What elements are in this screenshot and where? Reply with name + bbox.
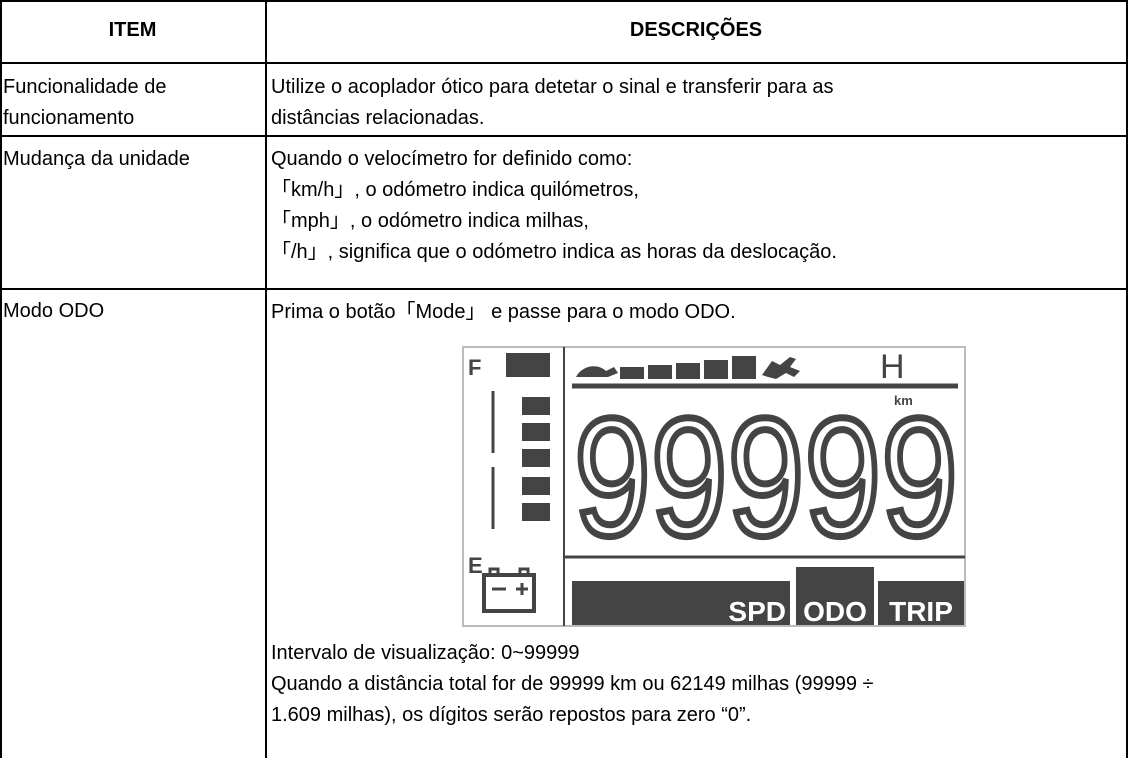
mode-label: TRIP (889, 596, 953, 627)
fuel-bar (522, 503, 550, 521)
unit-label: km (894, 393, 913, 408)
cell-line: Quando a distância total for de 99999 km… (271, 673, 874, 695)
hours-indicator: H (880, 348, 905, 386)
border (1126, 0, 1128, 758)
border (0, 0, 2, 758)
header-cell: ITEM (108, 19, 157, 41)
battery-icon (482, 573, 536, 613)
speed-bar (620, 367, 644, 379)
turtle-icon (576, 366, 618, 377)
cell-line: 「mph」, o odómetro indica milhas, (271, 210, 589, 232)
cell-line: distâncias relacionadas. (271, 107, 485, 129)
cell-line: funcionamento (3, 107, 135, 129)
fuel-bar (522, 397, 550, 415)
fuel-bar (522, 423, 550, 441)
cell-line: Mudança da unidade (3, 148, 190, 170)
cell-line: Quando o velocímetro for definido como: (271, 148, 633, 170)
border (0, 0, 1128, 2)
border (265, 0, 267, 758)
border (0, 62, 1128, 64)
border (0, 135, 1128, 137)
mode-label: ODO (803, 596, 867, 627)
mode-block (796, 567, 874, 625)
border (0, 288, 1128, 290)
battery-icon (488, 567, 530, 595)
odometer-digits: 99999 (574, 383, 958, 571)
speed-bar (732, 356, 756, 379)
cell-line: Modo ODO (3, 300, 105, 322)
cell-line: 「/h」, significa que o odómetro indica as… (271, 241, 837, 263)
lcd-display: F E H km 99999 SPD ODO TRIP (462, 346, 966, 627)
speed-bar (704, 360, 728, 379)
cell-line: Intervalo de visualização: 0~99999 (271, 642, 580, 664)
cell-line: Funcionalidade de (3, 76, 167, 98)
fuel-bar (522, 477, 550, 495)
speed-bar (648, 365, 672, 379)
rabbit-icon (762, 357, 800, 379)
fuel-empty: E (468, 553, 483, 578)
fuel-bar (506, 353, 550, 377)
header-cell: DESCRIÇÕES (629, 19, 763, 41)
mode-label: SPD (728, 596, 786, 627)
cell-line: 1.609 milhas), os dígitos serão repostos… (271, 704, 752, 726)
mode-block (878, 581, 964, 625)
cell-line: Utilize o acoplador ótico para detetar o… (271, 76, 834, 98)
mode-block (572, 581, 790, 625)
fuel-bar (522, 449, 550, 467)
cell-line: Prima o botão「Mode」 e passe para o modo … (271, 301, 736, 323)
fuel-full: F (468, 355, 481, 380)
cell-line: 「km/h」, o odómetro indica quilómetros, (271, 179, 639, 201)
speed-bar (676, 363, 700, 379)
display-frame (462, 346, 966, 627)
